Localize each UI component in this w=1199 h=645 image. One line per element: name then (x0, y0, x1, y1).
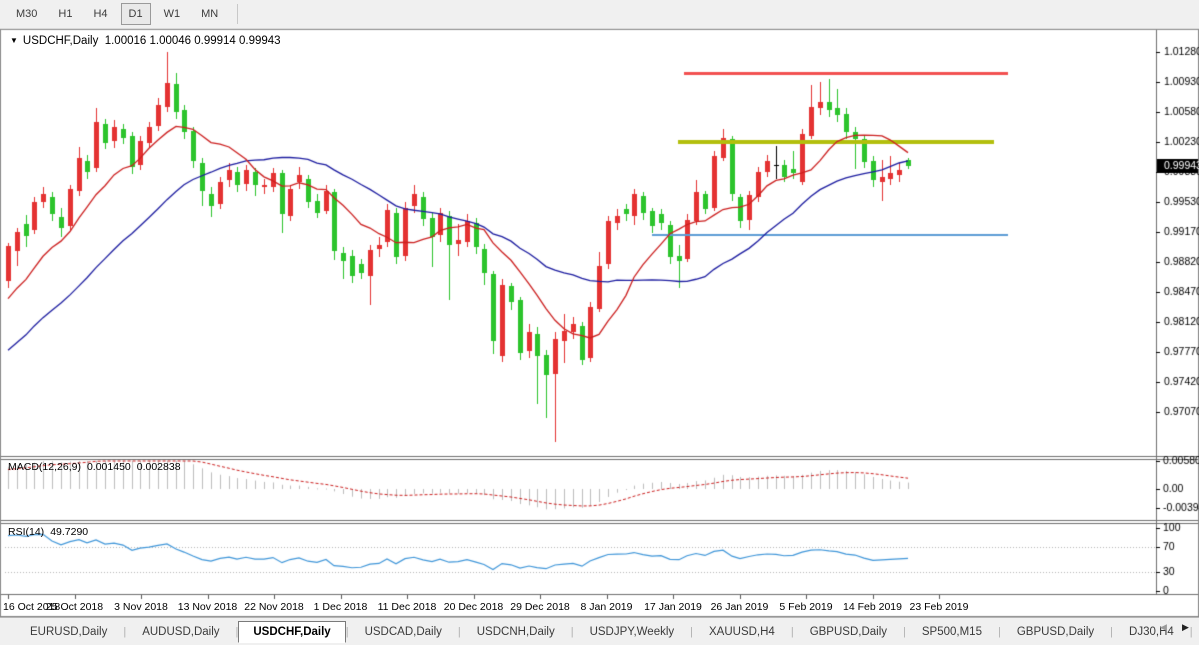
date-tick-label: 25 Oct 2018 (45, 601, 104, 613)
tab-scroll-right-icon[interactable]: ▶ (1182, 622, 1189, 632)
date-tick-label: 8 Jan 2019 (580, 601, 633, 613)
timeframe-button-mn[interactable]: MN (201, 8, 219, 20)
date-tick-label: 17 Jan 2019 (644, 601, 702, 613)
tab-separator: | (345, 625, 349, 638)
date-tick-label: 1 Dec 2018 (313, 601, 368, 613)
tab-scroll-left-icon[interactable]: ◀ (1160, 622, 1167, 632)
date-tick-label: 26 Jan 2019 (710, 601, 769, 613)
tab-sp500-m15[interactable]: SP500,M15 (921, 625, 982, 638)
tab-items: EURUSD,Daily | AUDUSD,Daily | USDCHF,Daily | U… (14, 620, 1199, 643)
timeframe-toolbar: M30 H1 H4 D1 W1 MN (0, 0, 1199, 29)
tab-separator: | (457, 625, 461, 638)
date-tick-label: 3 Nov 2018 (114, 601, 168, 613)
symbol-tab-bar: EURUSD,Daily | AUDUSD,Daily | USDCHF,Daily | U… (0, 617, 1199, 645)
date-tick-label: 22 Nov 2018 (244, 601, 304, 613)
tab-separator: | (1110, 625, 1114, 638)
tab-separator: | (235, 625, 239, 638)
date-tick-label: 5 Feb 2019 (779, 601, 833, 613)
date-tick-label: 16 Oct 2018 (3, 601, 61, 613)
timeframe-button-d1[interactable]: D1 (120, 3, 151, 25)
date-tick-label: 11 Dec 2018 (377, 601, 437, 613)
timeframe-button-h4[interactable]: H4 (93, 8, 108, 20)
date-tick-label: 20 Dec 2018 (443, 601, 504, 613)
tab-usdcnh-daily[interactable]: USDCNH,Daily (476, 625, 555, 638)
tab-separator: | (903, 625, 906, 638)
tab-separator: | (997, 625, 1001, 638)
tab-usdchf-daily[interactable]: USDCHF,Daily (238, 620, 346, 643)
tab-usdcad-daily[interactable]: USDCAD,Daily (364, 625, 442, 638)
tab-eurusd-daily[interactable]: EURUSD,Daily (30, 625, 108, 638)
date-tick-label: 29 Dec 2018 (510, 601, 570, 613)
tab-separator: | (790, 625, 794, 638)
date-tick-label: 23 Feb 2019 (909, 601, 969, 613)
tab-separator: | (123, 625, 127, 638)
tab-usdjpy-weekly[interactable]: USDJPY,Weekly (589, 625, 675, 638)
tab-gbpusd-daily-2[interactable]: GBPUSD,Daily (1016, 625, 1095, 638)
tab-separator: | (690, 625, 693, 638)
timeframe-button-h1[interactable]: H1 (58, 8, 73, 20)
timeframe-button-w1[interactable]: W1 (163, 8, 181, 20)
tab-gbpusd-daily[interactable]: GBPUSD,Daily (809, 625, 888, 638)
date-tick-label: 13 Nov 2018 (177, 601, 238, 613)
tab-separator: | (1189, 625, 1193, 638)
tab-separator: | (570, 625, 574, 638)
timeframe-button-m30[interactable]: M30 (16, 8, 38, 20)
tab-xauusd-h4[interactable]: XAUUSD,H4 (709, 625, 775, 638)
date-tick-label: 14 Feb 2019 (843, 601, 902, 613)
tab-dj30-h4[interactable]: DJ30,H4 (1129, 625, 1174, 638)
timeframe-buttons: M30 H1 H4 D1 W1 MN (8, 3, 231, 25)
toolbar-separator (237, 4, 239, 24)
tab-tech100-h[interactable]: TECH100,H (1193, 621, 1199, 643)
tab-audusd-daily[interactable]: AUDUSD,Daily (142, 625, 220, 638)
